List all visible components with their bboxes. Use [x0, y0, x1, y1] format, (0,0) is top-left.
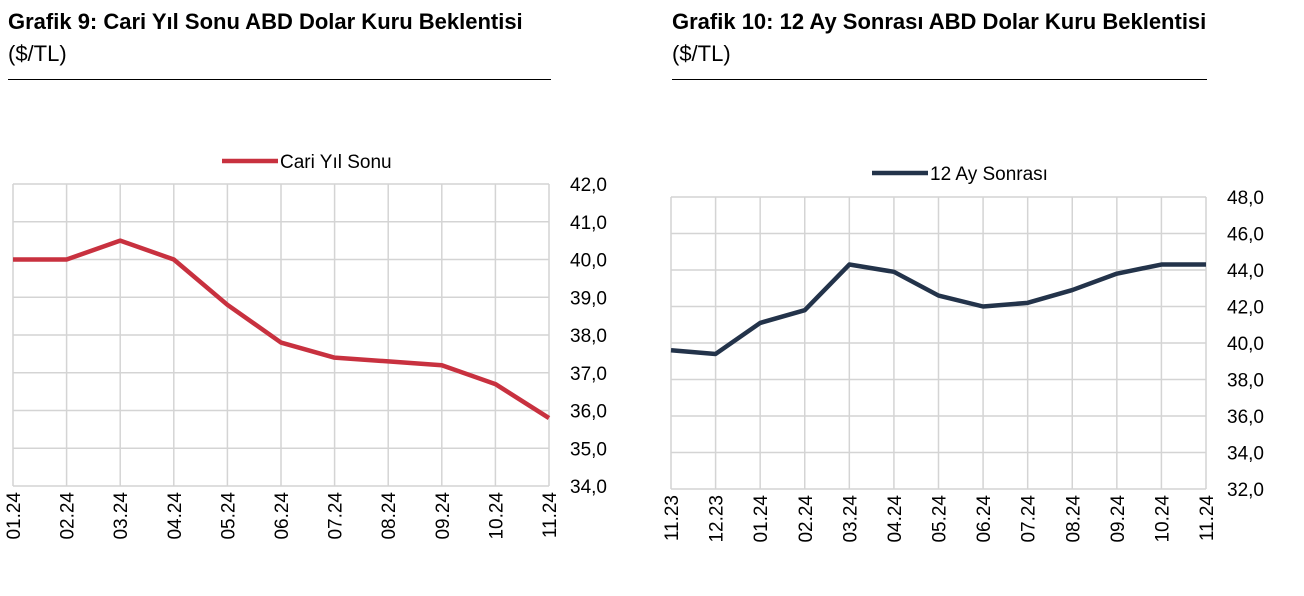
x-tick-label: 01.24	[751, 495, 772, 543]
chart-title-10: Grafik 10: 12 Ay Sonrası ABD Dolar Kuru …	[672, 6, 1207, 70]
chart-title-9: Grafik 9: Cari Yıl Sonu ABD Dolar Kuru B…	[8, 6, 553, 70]
legend-label: Cari Yıl Sonu	[280, 152, 392, 173]
y-tick-label: 36,0	[1227, 407, 1264, 428]
y-tick-label: 35,0	[570, 439, 607, 460]
x-tick-label: 11.24	[1197, 495, 1218, 542]
title-divider	[672, 79, 1207, 80]
y-tick-label: 34,0	[570, 477, 607, 498]
y-tick-label: 38,0	[570, 326, 607, 347]
y-tick-label: 37,0	[570, 364, 607, 385]
y-tick-label: 32,0	[1227, 480, 1264, 501]
y-tick-label: 42,0	[1227, 298, 1264, 319]
x-tick-label: 04.24	[165, 492, 186, 540]
title-divider	[8, 79, 551, 80]
y-tick-label: 48,0	[1227, 188, 1264, 209]
y-tick-label: 41,0	[570, 213, 607, 234]
x-tick-label: 09.24	[433, 492, 454, 540]
x-tick-label: 04.24	[885, 495, 906, 543]
y-tick-label: 38,0	[1227, 371, 1264, 392]
x-tick-label: 02.24	[796, 495, 817, 543]
y-tick-label: 40,0	[1227, 334, 1264, 355]
x-tick-label: 07.24	[1019, 495, 1040, 543]
x-tick-label: 05.24	[218, 492, 239, 540]
x-tick-label: 08.24	[1063, 495, 1084, 543]
x-tick-label: 06.24	[974, 495, 995, 543]
x-tick-label: 06.24	[272, 492, 293, 540]
x-tick-label: 08.24	[379, 492, 400, 540]
x-tick-label: 10.24	[486, 492, 507, 540]
y-tick-label: 34,0	[1227, 444, 1264, 465]
y-tick-label: 44,0	[1227, 261, 1264, 282]
x-tick-label: 07.24	[326, 492, 347, 540]
chart-panel-9: Grafik 9: Cari Yıl Sonu ABD Dolar Kuru B…	[8, 0, 553, 596]
x-tick-label: 05.24	[930, 495, 951, 543]
x-tick-label: 11.23	[662, 495, 683, 541]
y-tick-label: 39,0	[570, 288, 607, 309]
chart-title-unit: ($/TL)	[672, 41, 731, 66]
x-tick-label: 03.24	[111, 492, 132, 540]
x-tick-label: 02.24	[58, 492, 79, 540]
chart-panel-10: Grafik 10: 12 Ay Sonrası ABD Dolar Kuru …	[672, 0, 1207, 596]
y-tick-label: 42,0	[570, 175, 607, 196]
x-tick-label: 03.24	[840, 495, 861, 543]
y-tick-label: 46,0	[1227, 225, 1264, 246]
x-tick-label: 11.24	[540, 492, 561, 539]
x-tick-label: 12.23	[707, 495, 728, 543]
y-tick-label: 40,0	[570, 251, 607, 272]
x-tick-label: 10.24	[1152, 495, 1173, 543]
chart-title-unit: ($/TL)	[8, 41, 67, 66]
x-tick-label: 01.24	[4, 492, 25, 540]
chart-title-text: Grafik 10: 12 Ay Sonrası ABD Dolar Kuru …	[672, 9, 1207, 34]
legend-label: 12 Ay Sonrası	[930, 164, 1048, 185]
y-tick-label: 36,0	[570, 402, 607, 423]
x-tick-label: 09.24	[1108, 495, 1129, 543]
chart-title-text: Grafik 9: Cari Yıl Sonu ABD Dolar Kuru B…	[8, 9, 523, 34]
